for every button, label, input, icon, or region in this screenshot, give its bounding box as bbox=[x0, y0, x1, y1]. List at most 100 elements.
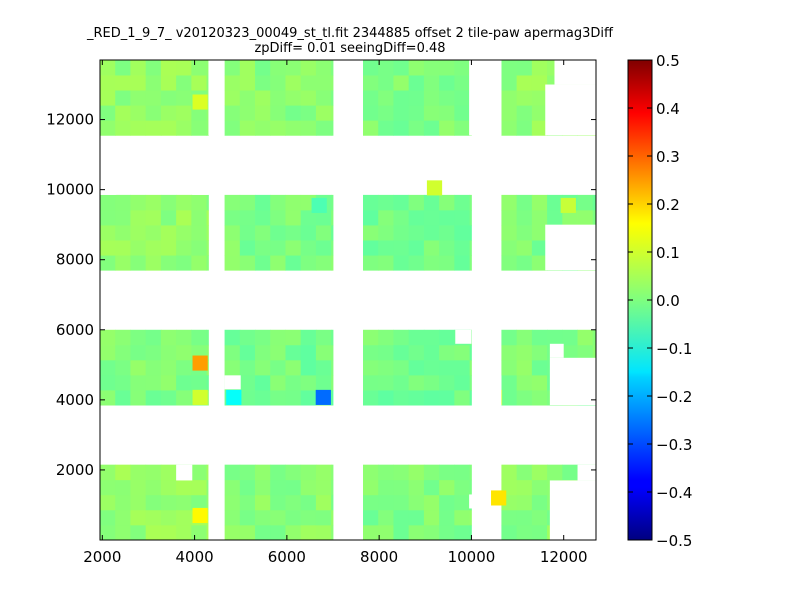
heatmap-cell bbox=[160, 225, 177, 241]
heatmap-cell bbox=[501, 344, 518, 361]
colorbar-tick-label: −0.3 bbox=[656, 436, 692, 454]
heatmap-cell bbox=[115, 464, 131, 481]
heatmap-cell bbox=[393, 494, 410, 511]
heatmap-cell bbox=[239, 90, 256, 106]
heatmap-cell bbox=[239, 344, 256, 361]
heatmap-cell bbox=[331, 390, 334, 406]
heatmap-cell bbox=[331, 240, 334, 256]
empty-cell-gap bbox=[545, 224, 596, 271]
heatmap-cell bbox=[191, 524, 207, 540]
heatmap-cell bbox=[300, 240, 317, 256]
heatmap-cell bbox=[100, 494, 116, 511]
heatmap-cell bbox=[454, 374, 470, 391]
heatmap-cell bbox=[469, 359, 472, 376]
heatmap-cell bbox=[130, 105, 147, 121]
heatmap-cell bbox=[145, 359, 162, 376]
heatmap-cell bbox=[191, 255, 207, 271]
heatmap-cell bbox=[145, 494, 162, 511]
heatmap-cell bbox=[423, 494, 440, 511]
heatmap-cell bbox=[206, 105, 209, 121]
heatmap-cell bbox=[516, 209, 533, 226]
heatmap-cell bbox=[206, 464, 209, 481]
heatmap-cell bbox=[454, 75, 470, 91]
heatmap-cell bbox=[439, 344, 455, 361]
empty-cell-gap bbox=[469, 60, 502, 136]
heatmap-cell bbox=[378, 464, 394, 481]
heatmap-cell bbox=[130, 209, 147, 226]
heatmap-cell bbox=[331, 209, 334, 226]
heatmap-cell bbox=[160, 105, 177, 121]
heatmap-cell bbox=[255, 329, 271, 346]
heatmap-cell bbox=[300, 75, 317, 91]
heatmap-cell bbox=[145, 509, 162, 526]
heatmap-cell bbox=[439, 479, 455, 496]
heatmap-cell bbox=[315, 344, 332, 361]
heatmap-cell bbox=[255, 90, 271, 106]
heatmap-cell bbox=[176, 105, 192, 121]
heatmap-cell bbox=[160, 374, 177, 391]
heatmap-cell bbox=[285, 120, 302, 136]
heatmap-cell bbox=[454, 209, 470, 226]
heatmap-cell bbox=[439, 225, 455, 241]
heatmap-cell bbox=[469, 255, 472, 271]
heatmap-cell bbox=[191, 60, 207, 76]
heatmap-cell bbox=[454, 60, 470, 76]
heatmap-cell bbox=[224, 209, 241, 226]
heatmap-cell bbox=[115, 359, 131, 376]
heatmap-cell bbox=[206, 255, 209, 271]
heatmap-cell bbox=[454, 240, 470, 256]
y-tick-label: 8000 bbox=[56, 251, 94, 269]
heatmap-cell bbox=[393, 524, 410, 540]
heatmap-cell bbox=[516, 464, 533, 481]
heatmap-cell bbox=[206, 60, 209, 76]
heatmap-cell bbox=[176, 60, 192, 76]
heatmap-cell bbox=[363, 359, 379, 376]
heatmap-cell bbox=[439, 194, 455, 211]
heatmap-cell bbox=[469, 509, 472, 526]
heatmap-cell bbox=[408, 105, 425, 121]
heatmap-cell bbox=[145, 120, 162, 136]
heatmap-cell bbox=[100, 344, 116, 361]
heatmap-cell bbox=[239, 359, 256, 376]
heatmap-cell bbox=[115, 240, 131, 256]
heatmap-cell bbox=[393, 329, 410, 346]
heatmap-cell bbox=[255, 509, 271, 526]
heatmap-cell bbox=[160, 344, 177, 361]
heatmap-cell bbox=[378, 524, 394, 540]
heatmap-cell bbox=[423, 120, 440, 136]
heatmap-cell-highlight bbox=[426, 180, 443, 196]
heatmap-cell bbox=[501, 464, 518, 481]
heatmap-cell bbox=[363, 120, 379, 136]
heatmap-cell bbox=[191, 120, 207, 136]
heatmap-cell bbox=[176, 344, 192, 361]
heatmap-cell bbox=[255, 374, 271, 391]
heatmap-cell bbox=[531, 359, 548, 376]
heatmap-cell bbox=[408, 209, 425, 226]
heatmap-cell bbox=[160, 240, 177, 256]
empty-cell-gap bbox=[577, 464, 596, 481]
colorbar-tick-label: 0.4 bbox=[656, 100, 680, 118]
heatmap-cell bbox=[315, 225, 332, 241]
x-tick-label: 12000 bbox=[540, 548, 588, 566]
heatmap-cell bbox=[408, 464, 425, 481]
heatmap-cell bbox=[547, 194, 563, 211]
heatmap-cell bbox=[285, 194, 302, 211]
heatmap-cell bbox=[100, 240, 116, 256]
x-tick-label: 10000 bbox=[448, 548, 496, 566]
heatmap-cell bbox=[285, 255, 302, 271]
heatmap-cell bbox=[224, 509, 241, 526]
heatmap-cell bbox=[378, 374, 394, 391]
heatmap-cell bbox=[454, 464, 470, 481]
heatmap-cell bbox=[423, 479, 440, 496]
heatmap-cell bbox=[239, 524, 256, 540]
heatmap-cell bbox=[206, 209, 209, 226]
heatmap-cell bbox=[531, 464, 548, 481]
heatmap-cell bbox=[160, 90, 177, 106]
heatmap-cell bbox=[439, 255, 455, 271]
heatmap-cell bbox=[285, 374, 302, 391]
heatmap-cell bbox=[270, 209, 286, 226]
heatmap-cell bbox=[378, 90, 394, 106]
heatmap-cell bbox=[592, 209, 596, 226]
heatmap-cell bbox=[516, 225, 533, 241]
heatmap-cell bbox=[408, 255, 425, 271]
